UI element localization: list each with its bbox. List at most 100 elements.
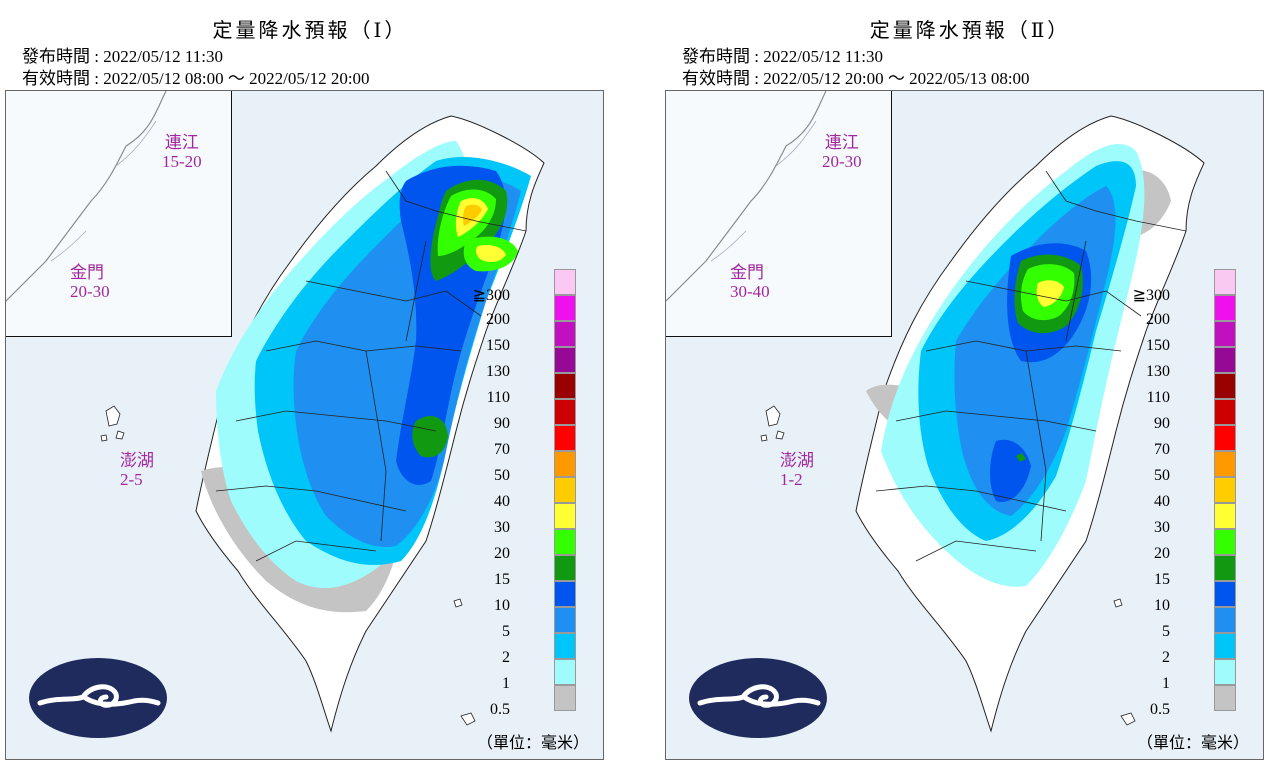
legend-tick-label: 15 xyxy=(1154,571,1170,588)
outlying-islands-inset xyxy=(6,91,232,337)
coastline-inset-map xyxy=(6,91,167,302)
legend-tick-label: 0.5 xyxy=(1150,701,1170,718)
forecast-panel-2: 定量降水預報（Ⅱ） 發布時間 : 2022/05/12 11:30 有效時間 :… xyxy=(660,0,1280,768)
legend-swatch xyxy=(1214,269,1236,295)
legend-tick-label: 130 xyxy=(486,363,510,380)
legend-swatch xyxy=(554,659,576,685)
outlying-islands-inset xyxy=(666,91,892,337)
legend-tick-label: 30 xyxy=(1154,519,1170,536)
legend-swatch xyxy=(554,529,576,555)
county-boundaries xyxy=(875,170,1187,562)
legend-swatch xyxy=(1214,503,1236,529)
county-boundaries xyxy=(215,170,527,562)
legend-tick-label: 20 xyxy=(494,545,510,562)
legend-tick-label: 1 xyxy=(502,675,510,692)
legend-swatch xyxy=(554,451,576,477)
legend-tick-label: 110 xyxy=(1146,389,1170,406)
green-island xyxy=(1113,598,1123,608)
legend-tick-label: 70 xyxy=(1154,441,1170,458)
rain-zone-green-dark-2 xyxy=(412,416,448,458)
legend-tick-label: ≧300 xyxy=(1132,287,1170,304)
legend-tick-label: 90 xyxy=(494,415,510,432)
legend-swatch xyxy=(1214,581,1236,607)
legend-tick-label: 90 xyxy=(1154,415,1170,432)
region-matsu: 連江 15-20 xyxy=(162,133,202,171)
legend-swatch xyxy=(1214,295,1236,321)
rain-zone-orange xyxy=(462,204,482,226)
legend-swatch xyxy=(1214,373,1236,399)
legend-swatch xyxy=(554,321,576,347)
legend-swatch xyxy=(554,503,576,529)
issue-time: 發布時間 : 2022/05/12 11:30 xyxy=(22,47,224,66)
rainfall-map: 連江 20-30 金門 30-40 澎湖 1-2 ≧300 200 150 130 11… xyxy=(665,90,1264,760)
orchid-island xyxy=(460,712,476,726)
region-matsu: 連江 20-30 xyxy=(822,133,862,171)
legend-tick-label: 200 xyxy=(486,311,510,328)
legend-swatch xyxy=(554,399,576,425)
forecast-panel-1: 定量降水預報（Ⅰ） 發布時間 : 2022/05/12 11:30 有效時間 :… xyxy=(0,0,620,768)
legend-tick-label: 0.5 xyxy=(490,701,510,718)
legend-tick-label: 50 xyxy=(494,467,510,484)
region-penghu: 澎湖 1-2 xyxy=(780,451,814,489)
rain-zone-yellow xyxy=(1036,280,1064,307)
panel-title: 定量降水預報（Ⅰ） xyxy=(212,18,408,42)
taiwan-rainfall-map-2 xyxy=(760,115,1205,733)
legend-swatch xyxy=(1214,633,1236,659)
legend-swatch xyxy=(554,633,576,659)
legend-swatch xyxy=(554,581,576,607)
legend-tick-label: 30 xyxy=(494,519,510,536)
region-kinmen: 金門 20-30 xyxy=(70,263,110,301)
legend-swatch xyxy=(554,295,576,321)
legend-tick-label: 40 xyxy=(494,493,510,510)
legend-swatch xyxy=(1214,347,1236,373)
green-island xyxy=(453,598,463,608)
rain-zone-green-dark-2 xyxy=(1016,453,1026,462)
legend-swatch xyxy=(554,555,576,581)
legend-swatch xyxy=(1214,607,1236,633)
legend-tick-label: 10 xyxy=(494,597,510,614)
valid-time: 有效時間 : 2022/05/12 08:00 ～ 2022/05/12 20:… xyxy=(22,69,370,88)
legend-tick-label: 150 xyxy=(1146,337,1170,354)
cwb-cloud-logo-icon xyxy=(29,658,167,738)
legend-swatch xyxy=(1214,555,1236,581)
legend-swatch xyxy=(554,269,576,295)
legend-swatch xyxy=(1214,659,1236,685)
legend-swatch xyxy=(554,685,576,711)
legend-tick-label: 2 xyxy=(502,649,510,666)
legend-tick-label: 50 xyxy=(1154,467,1170,484)
legend-tick-label: 40 xyxy=(1154,493,1170,510)
legend-tick-label: 70 xyxy=(494,441,510,458)
legend-tick-label: ≧300 xyxy=(472,287,510,304)
legend-swatch xyxy=(554,477,576,503)
taiwan-rainfall-map-1 xyxy=(100,115,545,733)
legend-swatch xyxy=(554,425,576,451)
orchid-island xyxy=(1120,712,1136,726)
coastline-inset-map xyxy=(666,91,827,302)
penghu-islands xyxy=(760,405,785,442)
valid-time: 有效時間 : 2022/05/12 20:00 ～ 2022/05/13 08:… xyxy=(682,69,1030,88)
legend-tick-label: 10 xyxy=(1154,597,1170,614)
legend-swatch xyxy=(1214,425,1236,451)
legend-tick-label: 110 xyxy=(486,389,510,406)
unit-label: （單位：毫米） xyxy=(1136,733,1249,752)
legend-tick-label: 200 xyxy=(1146,311,1170,328)
penghu-islands xyxy=(100,405,125,442)
legend-swatch xyxy=(1214,529,1236,555)
unit-label: （單位：毫米） xyxy=(476,733,589,752)
region-penghu: 澎湖 2-5 xyxy=(120,451,154,489)
legend-swatch xyxy=(554,347,576,373)
legend-tick-label: 20 xyxy=(1154,545,1170,562)
legend-tick-label: 5 xyxy=(502,623,510,640)
legend-swatch xyxy=(1214,399,1236,425)
rain-zone-yellow-2 xyxy=(475,245,506,263)
legend-tick-label: 15 xyxy=(494,571,510,588)
legend-tick-label: 2 xyxy=(1162,649,1170,666)
legend-swatch xyxy=(1214,477,1236,503)
rainfall-map: 連江 15-20 金門 20-30 澎湖 2-5 ≧300 200 1 50 130 11… xyxy=(5,90,604,760)
region-kinmen: 金門 30-40 xyxy=(730,263,770,301)
cwb-cloud-logo-icon xyxy=(689,658,827,738)
legend-swatch xyxy=(554,373,576,399)
legend-swatch xyxy=(554,607,576,633)
legend-swatch xyxy=(1214,321,1236,347)
issue-time: 發布時間 : 2022/05/12 11:30 xyxy=(682,47,884,66)
